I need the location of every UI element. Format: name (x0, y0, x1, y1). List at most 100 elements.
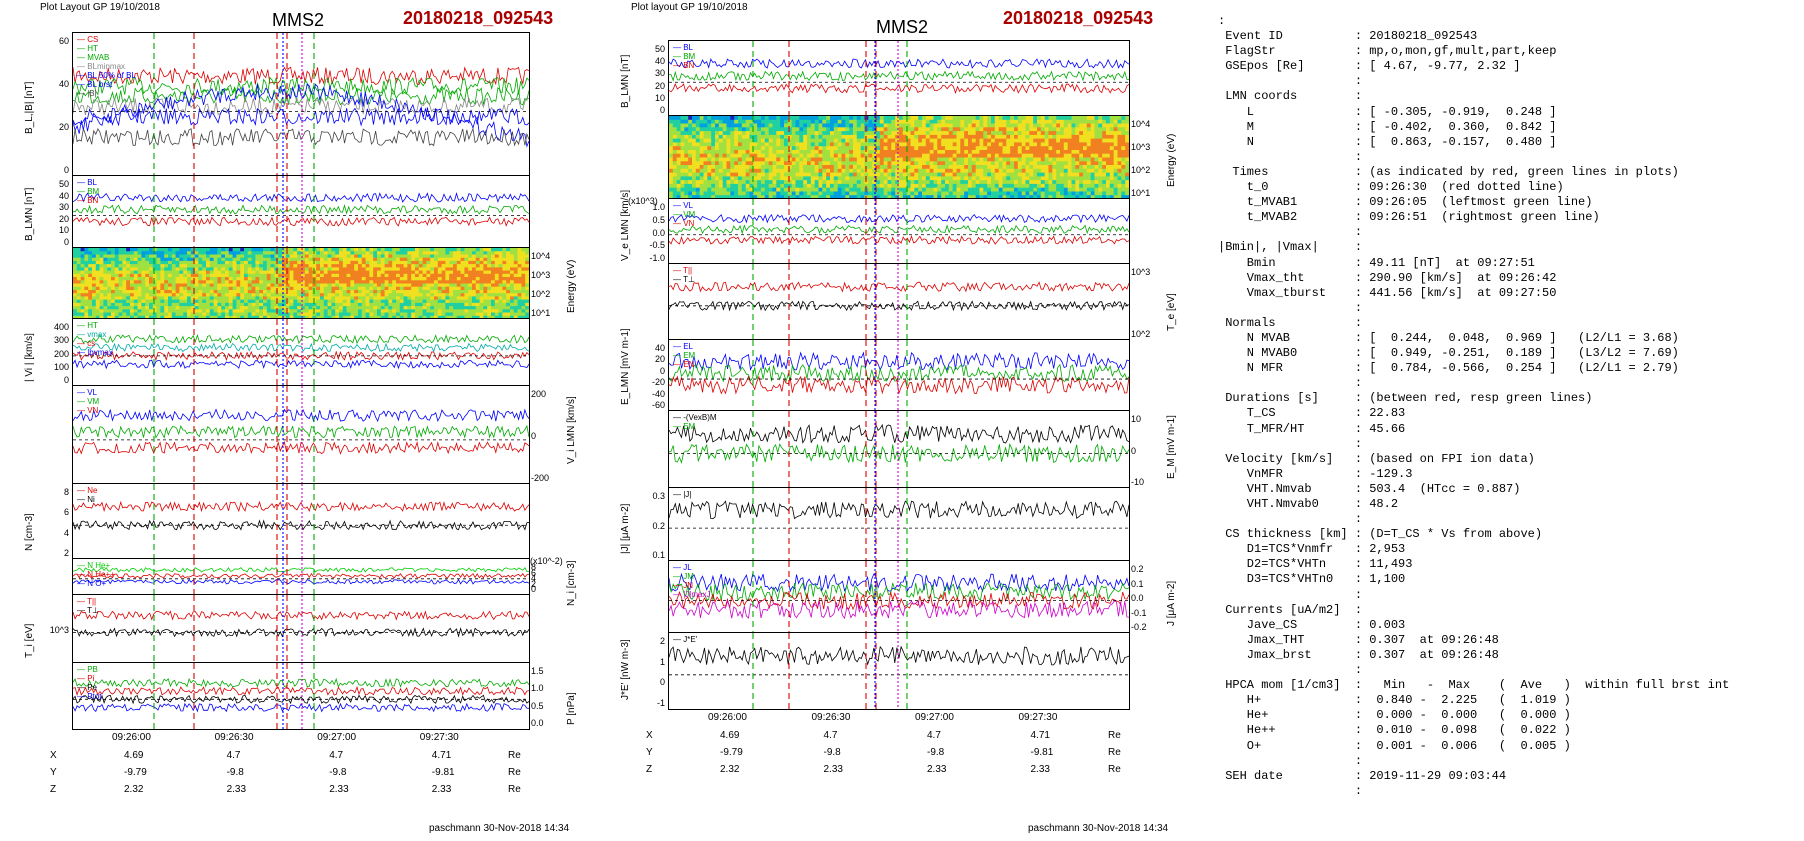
y-tick-label: 2 (63, 548, 69, 558)
info-line: N MFR : [ 0.784, -0.566, 0.254 ] (L2/L1 … (1218, 361, 1679, 376)
coord-unit: Re (1108, 730, 1121, 741)
left-panel-5: — Ne — Ni (72, 483, 530, 560)
right-event-title: 20180218_092543 (1003, 8, 1154, 28)
legend-entry: — CS (77, 35, 99, 44)
y-tick-label: -1 (656, 698, 665, 708)
y-tick-label: 0 (63, 165, 69, 175)
y-tick-label: 0 (531, 431, 537, 441)
y-tick-label: 100 (53, 361, 69, 372)
legend-entry: — EN (673, 360, 695, 369)
right-panel-4-legend: — EL — EM — EN (673, 342, 695, 369)
info-line: : (1218, 149, 1363, 164)
left-top-label: Plot Layout GP 19/10/2018 (40, 2, 160, 13)
info-line: D1=TCS*Vnmfr : 2,953 (1218, 542, 1406, 557)
right-panel-3-legend: — T|| — T⊥ (673, 266, 695, 284)
legend-entry: — T⊥ (77, 606, 99, 615)
right-panel-8-plot (669, 633, 1129, 709)
info-line: Normals : (1218, 315, 1363, 330)
left-panel-6: — N He+ — N He++ — N O+ (72, 558, 530, 596)
info-line: GSEpos [Re] : [ 4.67, -9.77, 2.32 ] (1218, 59, 1521, 74)
left-sc-title: MMS2 (272, 10, 325, 30)
info-line: Bmin : 49.11 [nT] at 09:27:51 (1218, 255, 1535, 270)
legend-entry: — VM (77, 397, 100, 406)
info-line: : (1218, 14, 1226, 28)
y-tick-label: 2 (659, 636, 665, 646)
y-tick-label: 6 (531, 567, 537, 578)
y-tick-label: 20 (58, 213, 69, 224)
legend-entry: — VM (673, 210, 696, 219)
left-panel-1-legend: — BL — BM — BN (77, 178, 99, 205)
legend-entry: — BL (673, 43, 694, 52)
left-panel-5-legend: — Ne — Ni (77, 486, 97, 504)
right-panel-6-legend: — |J| (673, 490, 691, 499)
info-line: : (1218, 436, 1363, 451)
coord-value: -9.8 (226, 767, 244, 778)
y-tick-label: 8 (63, 487, 69, 497)
y-tick-label: -0.2 (1131, 622, 1147, 632)
y-tick-label: 4 (531, 573, 537, 583)
legend-entry: — T|| (77, 597, 97, 606)
y-tick-label: 0.2 (1131, 564, 1144, 574)
y-axis-label: T_i [eV] (24, 623, 35, 658)
legend-entry: — HT (77, 321, 98, 330)
left-panel-8: — PB — Pi — Pe — Ptot (72, 662, 530, 730)
right-panel-3-plot (669, 264, 1129, 340)
left-event-title: 20180218_092543 (403, 8, 554, 28)
coord-value: 4.7 (823, 730, 838, 741)
right-panel-4: — EL — EM — EN (668, 339, 1130, 412)
right-panel-0-plot (669, 41, 1129, 116)
coord-value: 4.71 (431, 750, 452, 761)
info-line: t_MVAB2 : 09:26:51 (rightmost green line… (1218, 210, 1600, 225)
y-axis-label: E_LMN [mV m-1] (620, 327, 631, 405)
y-tick-label: 10^1 (1131, 188, 1151, 198)
legend-entry: — BLminmax (77, 62, 126, 71)
coord-unit: Re (508, 784, 521, 795)
info-line: N : [ 0.863, -0.157, 0.480 ] (1218, 134, 1557, 149)
coord-label: Z (50, 784, 57, 795)
info-line: Times : (as indicated by red, green line… (1218, 164, 1679, 179)
legend-entry: — T|| (673, 266, 693, 275)
y-tick-label: 10^3 (49, 625, 69, 635)
right-panel-5: — -(VexB)M — EM (668, 410, 1130, 489)
y-tick-label: 10^2 (531, 289, 551, 299)
right-panel-6: — |J| (668, 487, 1130, 562)
info-line: Durations [s] : (between red, resp green… (1218, 391, 1593, 406)
left-footer: paschmann 30-Nov-2018 14:34 (429, 823, 570, 834)
legend-entry: — vmax (77, 330, 107, 339)
legend-entry: — Ne (77, 486, 98, 495)
coord-value: -9.81 (431, 767, 455, 778)
coord-value: -9.8 (823, 747, 841, 758)
y-tick-label: 1 (659, 656, 665, 667)
info-line: Jave_CS : 0.003 (1218, 617, 1406, 632)
y-tick-label: 10 (654, 92, 665, 103)
y-tick-label: 10^2 (1131, 329, 1151, 339)
coord-value: 4.7 (329, 750, 344, 761)
y-tick-label: 10^3 (1131, 142, 1151, 152)
info-line: M : [ -0.402, 0.360, 0.842 ] (1218, 119, 1557, 134)
left-panel-2 (72, 247, 530, 320)
right-panel-5-plot (669, 411, 1129, 488)
right-panel-7-legend: — JL — JM — JN — |J|maxJ (673, 563, 711, 599)
legend-entry: — Ni (77, 495, 95, 504)
coord-value: 4.71 (1030, 730, 1050, 741)
y-tick-label: 0 (659, 365, 665, 376)
y-tick-label: 200 (531, 389, 547, 399)
coord-unit: Re (1108, 764, 1121, 775)
y-axis-label: Energy (eV) (566, 259, 577, 313)
legend-entry: — N He+ (77, 561, 111, 570)
info-line: D3=TCS*VHTn0 : 1,100 (1218, 572, 1406, 587)
legend-entry: — VN (77, 406, 99, 415)
legend-entry: — BL (77, 178, 98, 187)
y-tick-label: 0 (659, 105, 665, 115)
y-tick-label: 50 (654, 44, 665, 54)
left-panel-6-plot (73, 559, 529, 595)
info-line: : (1218, 587, 1363, 602)
coord-value: 2.32 (124, 784, 144, 795)
info-line: : (1218, 74, 1363, 89)
y-tick-label: 0.5 (652, 214, 665, 225)
y-tick-label: 20 (654, 80, 665, 91)
x-tick-label: 09:27:00 (915, 712, 954, 723)
info-line: VHT.Nmvab : 503.4 (HTcc = 0.887) (1218, 481, 1521, 496)
info-line: H+ : 0.840 - 2.225 ( 1.019 ) (1218, 693, 1571, 708)
legend-entry: — BM (77, 187, 100, 196)
